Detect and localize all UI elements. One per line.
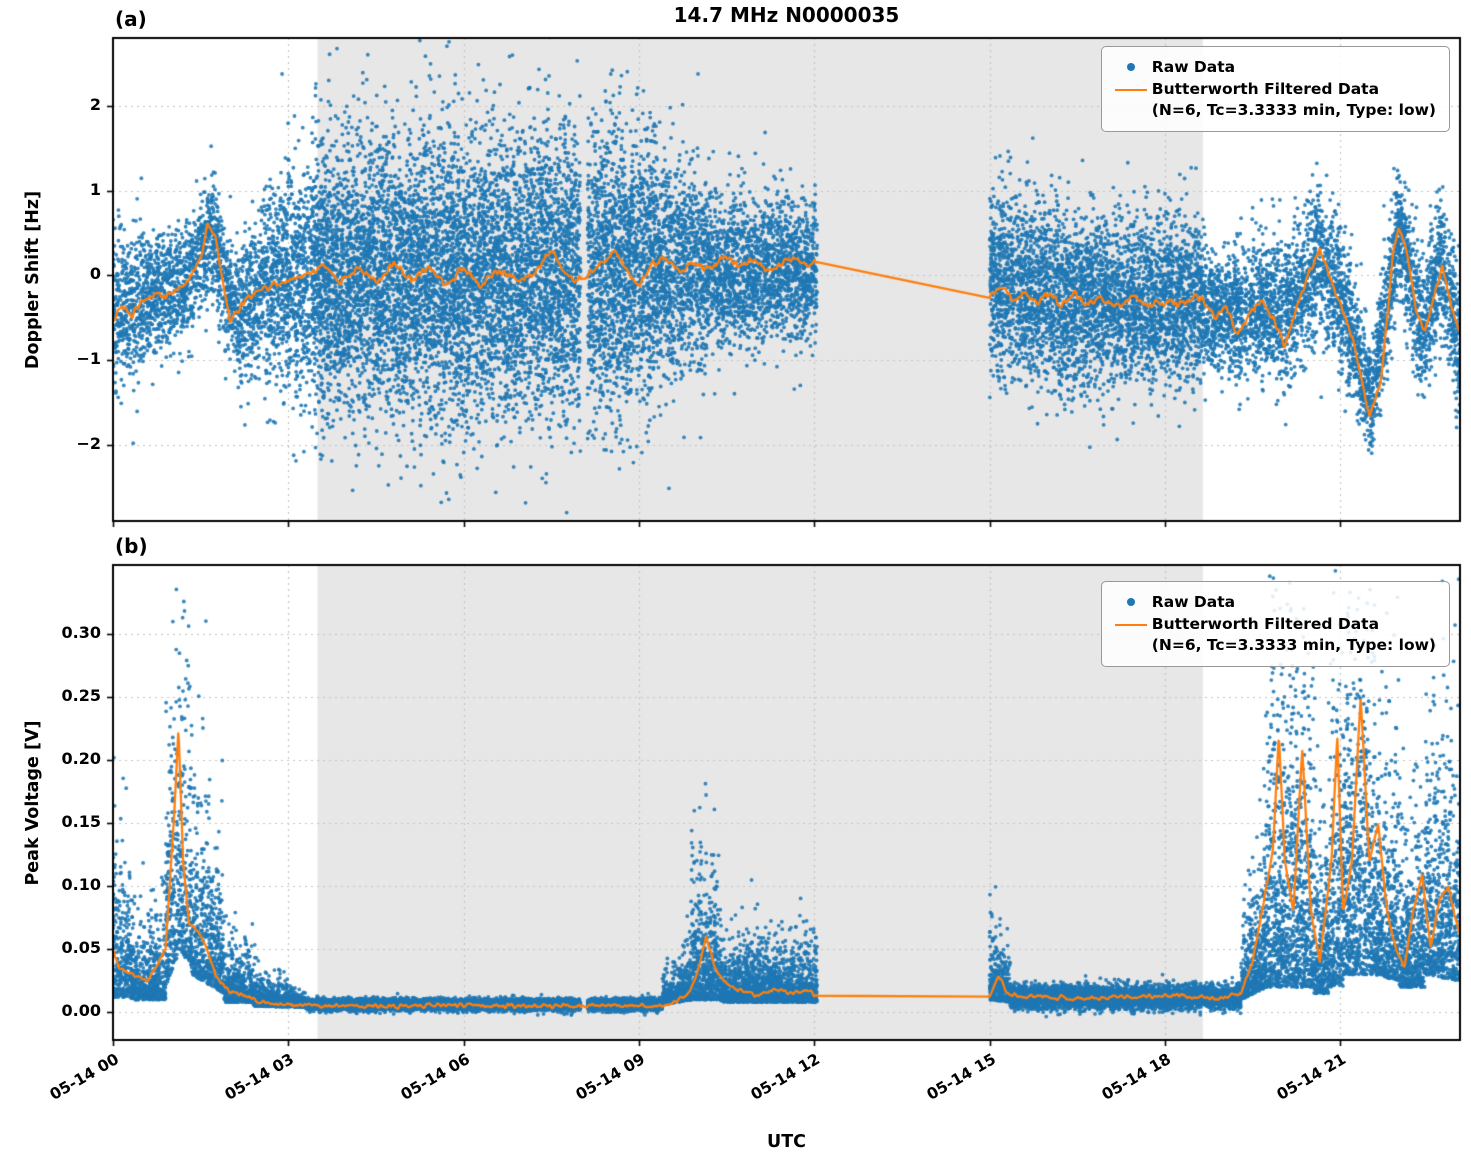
legend-entry-raw: Raw Data	[1110, 57, 1436, 77]
y-tick-label: 0.10	[61, 875, 101, 895]
legend-entry-filtered: Butterworth Filtered Data (N=6, Tc=3.333…	[1110, 79, 1436, 120]
legend-filtered-label-line1: Butterworth Filtered Data	[1151, 80, 1380, 99]
panel-label-a: (a)	[115, 7, 147, 31]
y-tick-label: 0	[89, 264, 101, 284]
legend-entry-raw: Raw Data	[1110, 592, 1436, 612]
legend-panel-a: Raw Data Butterworth Filtered Data (N=6,…	[1100, 46, 1450, 133]
figure-title: 14.7 MHz N0000035	[673, 3, 900, 27]
filtered-line-marker	[1114, 89, 1147, 92]
y-axis-label-voltage: Peak Voltage [V]	[23, 719, 43, 886]
y-tick-label: 0.25	[61, 686, 101, 706]
legend-filtered-label-line2: (N=6, Tc=3.3333 min, Type: low)	[1151, 635, 1436, 654]
y-tick-label: −1	[76, 349, 101, 368]
raw-data-dot-marker	[1126, 63, 1135, 71]
y-tick-label: 1	[89, 179, 101, 199]
legend-filtered-label-line2: (N=6, Tc=3.3333 min, Type: low)	[1151, 100, 1436, 119]
raw-data-dot-marker	[1126, 598, 1135, 606]
legend-panel-b: Raw Data Butterworth Filtered Data (N=6,…	[1100, 581, 1450, 668]
y-tick-label: 0.15	[61, 812, 101, 832]
legend-filtered-label-line1: Butterworth Filtered Data	[1151, 615, 1380, 634]
legend-entry-filtered: Butterworth Filtered Data (N=6, Tc=3.333…	[1110, 614, 1436, 655]
y-tick-label: 0.20	[61, 749, 101, 769]
legend-raw-label: Raw Data	[1151, 593, 1236, 611]
y-tick-label: 2	[89, 94, 101, 114]
y-tick-label: 0.05	[61, 938, 101, 958]
y-tick-label: −2	[76, 433, 101, 453]
legend-raw-label: Raw Data	[1151, 58, 1236, 76]
panel-label-b: (b)	[115, 534, 148, 558]
x-axis-label: UTC	[767, 1132, 806, 1152]
filtered-line-marker	[1114, 624, 1147, 627]
y-tick-label: 0.30	[61, 623, 101, 643]
y-tick-label: 0.00	[61, 1001, 101, 1021]
